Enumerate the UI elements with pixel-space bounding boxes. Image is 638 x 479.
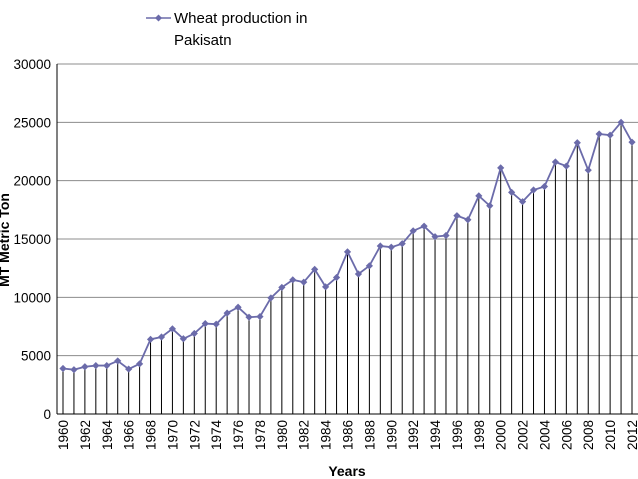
data-point-1981	[289, 276, 297, 284]
x-tick-label: 1998	[472, 420, 487, 450]
y-tick-label: 5000	[21, 349, 51, 364]
data-point-1994	[431, 233, 439, 241]
data-point-1983	[311, 265, 319, 273]
legend-label-line2: Pakisatn	[174, 32, 232, 49]
series-wheat-production	[59, 118, 636, 374]
x-tick-label: 2000	[494, 420, 509, 450]
x-tick-label: 2004	[537, 420, 552, 451]
x-tick-label: 2002	[516, 420, 531, 450]
data-point-1995	[442, 231, 450, 240]
x-tick-label: 1994	[428, 420, 443, 451]
data-point-1967	[135, 360, 144, 368]
data-point-1980	[278, 283, 286, 292]
x-tick-label: 1978	[253, 420, 268, 450]
x-tick-label: 2012	[625, 420, 638, 450]
data-point-1986	[343, 248, 352, 256]
x-tick-label: 1964	[100, 420, 115, 451]
data-point-2004	[540, 182, 549, 191]
x-tick-label: 1968	[144, 420, 159, 450]
y-axis-tick-labels: 0 5000 10000 15000 20000 25000 30000	[13, 57, 51, 422]
data-point-1999	[486, 202, 494, 210]
y-axis-title: MT Metric Ton	[0, 193, 12, 287]
data-point-1968	[146, 335, 155, 343]
data-point-1966	[125, 365, 133, 373]
data-point-1977	[245, 313, 253, 321]
y-tick-label: 0	[43, 407, 51, 422]
x-tick-label: 1970	[165, 420, 180, 450]
data-point-1998	[475, 192, 483, 200]
data-point-2010	[606, 131, 614, 139]
drop-lines	[62, 122, 633, 414]
x-tick-label: 1966	[122, 420, 137, 450]
x-axis-title: Years	[328, 463, 366, 479]
data-point-2005	[551, 158, 560, 166]
data-point-2009	[595, 130, 603, 138]
data-point-2008	[584, 166, 592, 174]
x-tick-label: 2006	[559, 420, 574, 450]
x-tick-label: 2010	[603, 420, 618, 450]
data-point-1962	[81, 363, 89, 371]
x-tick-label: 1988	[362, 420, 377, 450]
data-point-2001	[508, 188, 516, 196]
plot-area-frame	[56, 64, 638, 415]
data-point-1984	[322, 283, 330, 291]
x-axis-tick-labels: 1960 1962 1964 1966 1968 1970 1972 1974 1976 1978…	[56, 420, 638, 451]
x-tick-label: 1976	[231, 420, 246, 450]
data-point-1961	[70, 366, 78, 374]
data-point-1982	[300, 278, 308, 286]
x-tick-label: 1980	[275, 420, 290, 450]
data-point-1996	[453, 212, 461, 220]
y-tick-label: 30000	[13, 57, 51, 72]
data-point-1993	[420, 222, 428, 230]
legend-diamond-marker	[155, 14, 162, 22]
data-point-1960	[59, 364, 67, 373]
x-tick-label: 1982	[297, 420, 312, 450]
y-tick-label: 15000	[13, 232, 51, 247]
data-point-1990	[387, 243, 395, 251]
data-point-1965	[114, 357, 122, 365]
data-point-1985	[332, 273, 341, 282]
x-tick-label: 2008	[581, 420, 596, 450]
data-point-2012	[628, 138, 636, 146]
data-point-2002	[518, 198, 527, 206]
data-point-1969	[157, 333, 166, 341]
x-tick-label: 1962	[78, 420, 93, 450]
data-point-1973	[201, 319, 209, 328]
legend: Wheat production in Pakisatn	[146, 10, 307, 49]
legend-label-line1: Wheat production in	[174, 10, 307, 27]
y-tick-label: 10000	[13, 290, 51, 305]
x-tick-label: 1986	[341, 420, 356, 450]
y-tick-label: 25000	[13, 115, 51, 130]
y-tick-label: 20000	[13, 174, 51, 189]
data-point-1992	[409, 227, 417, 235]
data-point-1991	[398, 240, 406, 248]
data-point-1988	[365, 262, 373, 270]
x-tick-label: 1972	[187, 420, 202, 450]
x-tick-label: 1960	[56, 420, 71, 450]
data-point-1987	[354, 270, 363, 278]
data-point-1963	[92, 361, 100, 370]
data-point-1972	[190, 329, 198, 338]
data-point-1979	[267, 294, 275, 302]
data-point-1974	[212, 320, 220, 328]
data-point-2007	[573, 139, 581, 147]
x-tick-label: 1984	[319, 420, 334, 451]
data-point-1976	[234, 303, 242, 311]
data-point-1970	[168, 325, 177, 333]
x-tick-label: 1990	[384, 420, 399, 450]
x-tick-label: 1974	[209, 420, 224, 451]
data-point-2000	[497, 164, 505, 172]
x-tick-label: 1992	[406, 420, 421, 450]
data-point-2006	[562, 162, 570, 170]
data-point-2011	[617, 118, 625, 126]
data-point-1971	[179, 335, 187, 343]
data-point-2003	[529, 186, 538, 194]
data-point-1964	[103, 361, 111, 370]
data-point-1975	[223, 309, 231, 317]
x-tick-label: 1996	[450, 420, 465, 450]
data-point-1989	[376, 242, 384, 250]
data-point-1997	[464, 216, 472, 224]
data-point-1978	[256, 312, 264, 321]
